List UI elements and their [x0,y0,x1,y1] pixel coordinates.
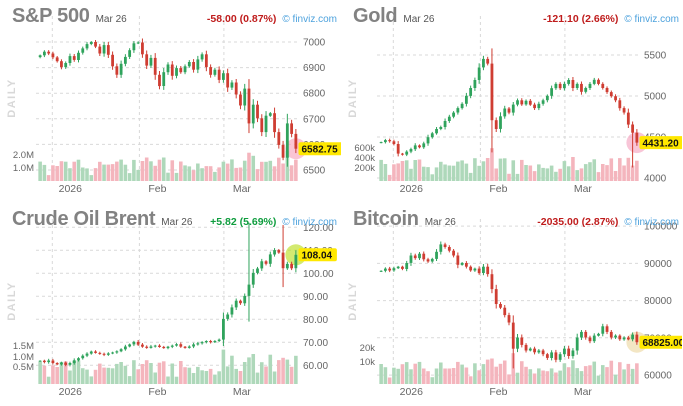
svg-text:100.00: 100.00 [303,269,334,280]
svg-text:100000: 100000 [644,222,678,233]
svg-text:5000: 5000 [644,92,667,103]
sp500-candlestick-chart[interactable]: 7000690068006700660065002026FebMarDAILY2… [0,0,341,203]
gold-finviz-link[interactable]: © finviz.com [624,14,679,25]
svg-text:DAILY: DAILY [6,78,18,118]
svg-text:Mar: Mar [233,183,252,195]
svg-text:Feb: Feb [148,183,166,195]
chart-panel-gold: 55005000450040002026FebMarDAILY600k400k2… [341,0,683,203]
svg-text:DAILY: DAILY [347,78,359,118]
svg-text:Mar: Mar [574,386,593,398]
svg-text:2026: 2026 [59,183,83,195]
svg-text:4000: 4000 [644,174,667,185]
svg-text:80000: 80000 [644,296,672,307]
svg-text:10k: 10k [360,357,376,368]
svg-text:6900: 6900 [303,63,326,74]
sp500-finviz-link[interactable]: © finviz.com [282,14,337,25]
bitcoin-candlestick-chart[interactable]: 100000900008000070000600002026FebMarDAIL… [341,203,683,406]
svg-text:2026: 2026 [400,183,424,195]
svg-text:1.5M: 1.5M [13,341,34,352]
svg-text:Feb: Feb [148,386,166,398]
svg-text:6700: 6700 [303,114,326,125]
svg-text:6800: 6800 [303,89,326,100]
svg-text:6500: 6500 [303,166,326,177]
svg-text:90000: 90000 [644,259,672,270]
svg-text:200k: 200k [354,163,375,174]
svg-text:80.00: 80.00 [303,315,328,326]
svg-text:2.0M: 2.0M [13,150,34,161]
svg-text:6582.75: 6582.75 [302,145,339,156]
svg-text:20k: 20k [360,343,376,354]
svg-text:70.00: 70.00 [303,338,328,349]
svg-text:Mar: Mar [233,386,252,398]
chart-panel-crude-oil-brent: 120.00110.00100.0090.0080.0070.0060.0020… [0,203,341,406]
chart-panel-bitcoin: 100000900008000070000600002026FebMarDAIL… [341,203,683,406]
svg-text:Feb: Feb [489,386,507,398]
svg-text:400k: 400k [354,153,375,164]
svg-text:90.00: 90.00 [303,292,328,303]
svg-text:68825.00: 68825.00 [643,338,683,349]
chart-panel-sp500: 7000690068006700660065002026FebMarDAILY2… [0,0,341,203]
svg-text:Feb: Feb [489,183,507,195]
svg-text:7000: 7000 [303,38,326,49]
svg-text:60.00: 60.00 [303,361,328,372]
bitcoin-finviz-link[interactable]: © finviz.com [624,217,679,228]
svg-text:1.0M: 1.0M [13,352,34,363]
svg-text:2026: 2026 [400,386,424,398]
svg-text:60000: 60000 [644,371,672,382]
svg-text:DAILY: DAILY [347,281,359,321]
svg-text:5500: 5500 [644,51,667,62]
svg-text:1.0M: 1.0M [13,163,34,174]
svg-text:DAILY: DAILY [6,281,18,321]
svg-text:120.00: 120.00 [303,223,334,234]
crude-oil-brent-candlestick-chart[interactable]: 120.00110.00100.0090.0080.0070.0060.0020… [0,203,341,406]
svg-text:600k: 600k [354,143,375,154]
svg-text:108.04: 108.04 [302,251,333,262]
gold-candlestick-chart[interactable]: 55005000450040002026FebMarDAILY600k400k2… [341,0,683,203]
svg-text:4431.20: 4431.20 [643,138,680,149]
crude-oil-brent-finviz-link[interactable]: © finviz.com [282,217,337,228]
svg-text:0.5M: 0.5M [13,362,34,373]
svg-text:2026: 2026 [59,386,83,398]
svg-text:Mar: Mar [574,183,593,195]
